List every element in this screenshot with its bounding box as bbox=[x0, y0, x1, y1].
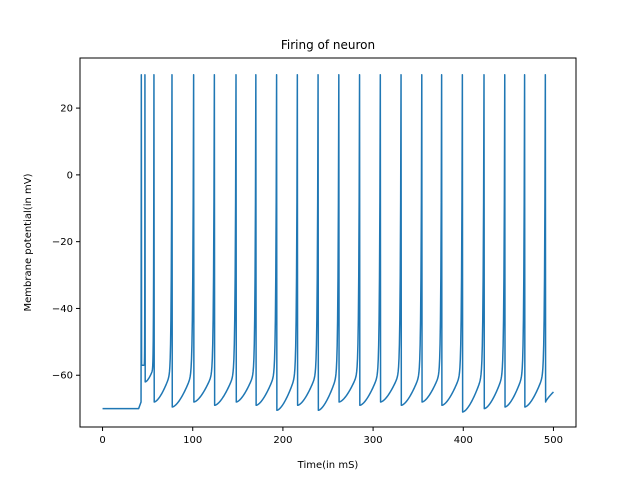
x-tick-label: 400 bbox=[454, 435, 473, 446]
plot-frame bbox=[79, 57, 577, 428]
y-tick-label: 0 bbox=[67, 170, 73, 181]
chart-title: Firing of neuron bbox=[281, 38, 375, 52]
y-tick-label: −60 bbox=[52, 371, 73, 382]
y-axis-title: Membrane potential(in mV) bbox=[23, 173, 34, 311]
x-tick-label: 0 bbox=[99, 435, 105, 446]
y-axis: −60 −40 −20 0 20 bbox=[52, 104, 80, 382]
membrane-potential-line bbox=[102, 73, 555, 413]
x-tick-label: 300 bbox=[364, 435, 383, 446]
plot-area bbox=[102, 73, 555, 413]
x-tick-label: 200 bbox=[273, 435, 292, 446]
x-tick-label: 100 bbox=[183, 435, 202, 446]
y-tick-label: −40 bbox=[52, 304, 73, 315]
x-tick-label: 500 bbox=[544, 435, 563, 446]
y-tick-label: 20 bbox=[60, 104, 73, 115]
y-tick-label: −20 bbox=[52, 237, 73, 248]
x-axis: 0 100 200 300 400 500 bbox=[99, 427, 563, 446]
x-axis-title: Time(in mS) bbox=[297, 460, 359, 471]
